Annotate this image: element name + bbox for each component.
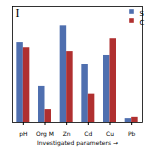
svg-text:S: S <box>140 10 145 18</box>
svg-text:C: C <box>140 19 145 27</box>
svg-text:Pb: Pb <box>128 130 136 137</box>
svg-text:I: I <box>16 6 20 20</box>
svg-text:Cu: Cu <box>106 130 114 137</box>
svg-text:Zn: Zn <box>63 130 71 137</box>
svg-text:Org M: Org M <box>36 130 54 138</box>
svg-text:Investigated parameters →: Investigated parameters → <box>37 139 118 147</box>
svg-text:Cd: Cd <box>84 130 92 137</box>
svg-text:pH: pH <box>19 130 27 138</box>
